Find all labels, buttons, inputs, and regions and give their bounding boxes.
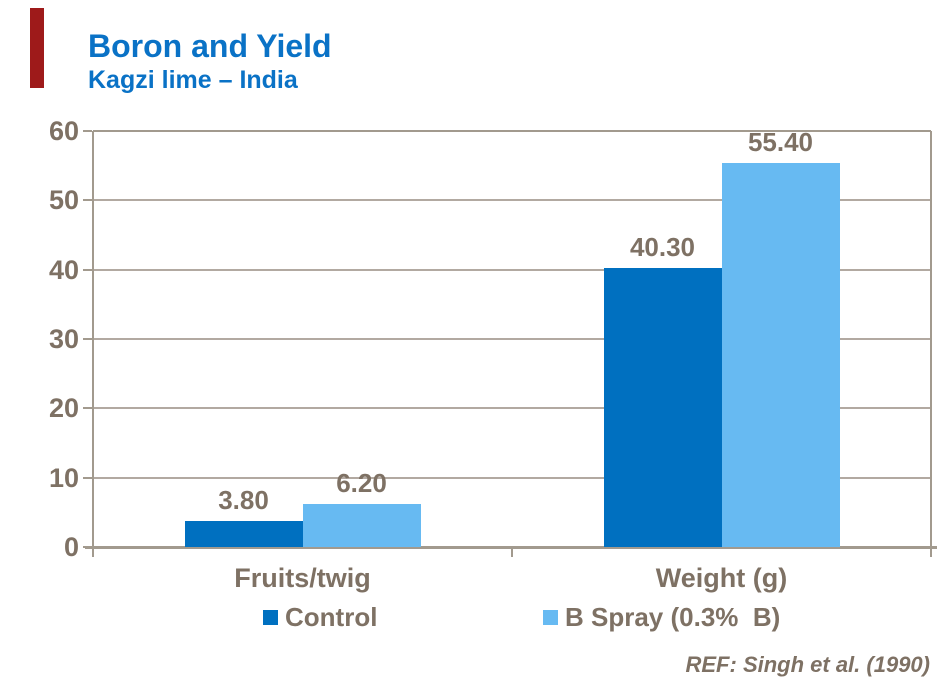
- legend-swatch-bspray: [543, 609, 558, 625]
- y-axis-tick: [83, 268, 92, 271]
- bar-control: [184, 520, 303, 547]
- page-title: Boron and Yield: [88, 28, 332, 64]
- gridline: [93, 268, 931, 271]
- plot-top-border: [93, 130, 931, 132]
- gridline: [93, 407, 931, 410]
- x-axis-tick: [930, 548, 932, 557]
- y-axis-label: 20: [48, 393, 79, 424]
- y-axis-label: 60: [48, 116, 79, 146]
- bar-control: [603, 267, 722, 547]
- y-axis-label: 40: [48, 254, 79, 285]
- x-axis-line: [85, 546, 937, 549]
- y-axis-tick: [83, 338, 92, 340]
- plot-right-border: [930, 131, 932, 547]
- legend-swatch-control: [263, 609, 278, 625]
- y-axis-tick: [83, 130, 92, 132]
- y-axis-label: 10: [48, 462, 79, 493]
- reference-note: REF: Singh et al. (1990): [685, 652, 931, 677]
- bar-value-label: 55.40: [747, 126, 814, 157]
- y-axis-label: 30: [48, 324, 79, 354]
- y-axis-line: [92, 131, 94, 547]
- legend-item-control: Control: [263, 602, 377, 632]
- gridline: [93, 199, 931, 202]
- bar-bspray: [721, 162, 840, 547]
- x-axis-tick: [92, 548, 94, 557]
- y-axis-tick: [83, 476, 92, 479]
- bar-value-label: 40.30: [629, 231, 696, 262]
- page-subtitle: Kagzi lime – India: [88, 66, 298, 94]
- slide-accent-bar: [30, 8, 44, 88]
- y-axis-label: 50: [48, 185, 79, 216]
- bar-bspray: [302, 504, 421, 547]
- gridline: [93, 476, 931, 479]
- legend-label-bspray: B Spray (0.3% B): [565, 601, 781, 632]
- x-axis-tick: [511, 548, 513, 557]
- category-label: Fruits/twig: [234, 563, 371, 593]
- gridline: [93, 338, 931, 340]
- y-axis-tick: [83, 407, 92, 410]
- y-axis-label: 0: [63, 532, 79, 562]
- category-label: Weight (g): [655, 563, 788, 593]
- legend-label-control: Control: [285, 601, 378, 632]
- bar-value-label: 3.80: [218, 484, 269, 515]
- bar-value-label: 6.20: [336, 468, 387, 498]
- y-axis-tick: [83, 199, 92, 202]
- legend-item-bspray: B Spray (0.3% B): [543, 602, 780, 632]
